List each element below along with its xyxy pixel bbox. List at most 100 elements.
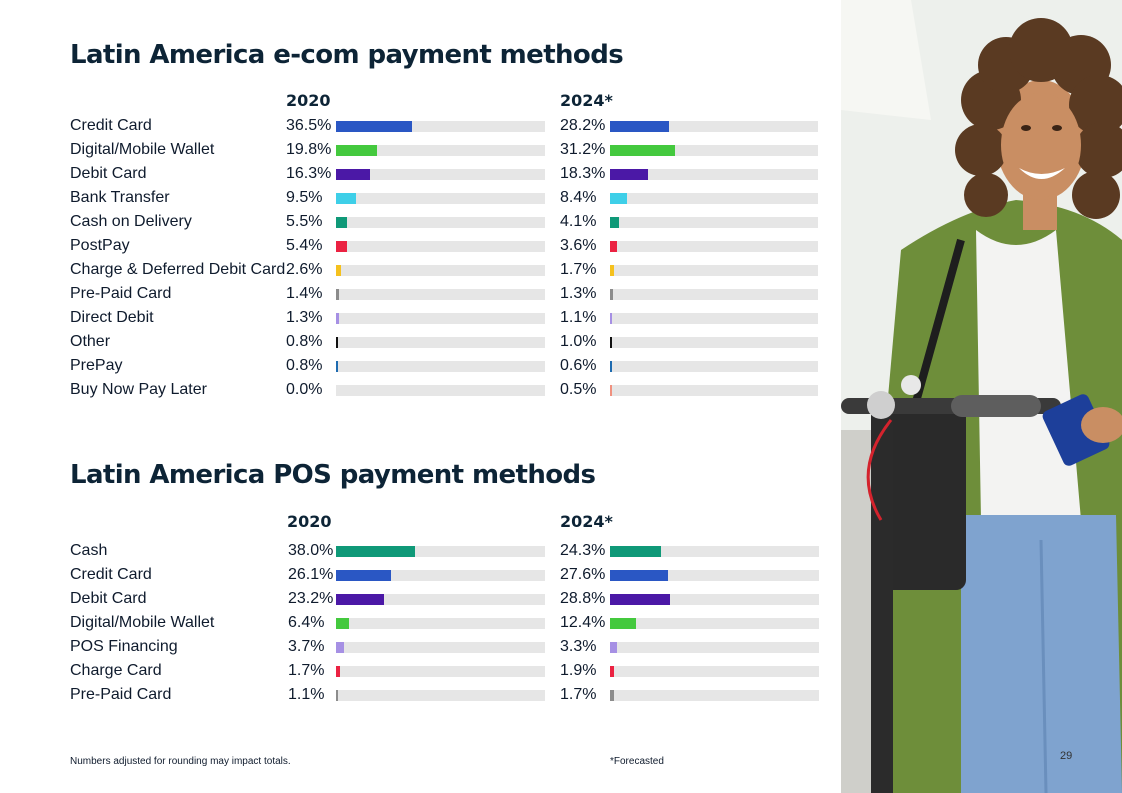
pos-bar-track <box>610 594 819 605</box>
pos-bar-track <box>610 690 819 701</box>
ecom-bar-track <box>336 289 545 300</box>
ecom-col-2020: 2020 <box>286 91 331 110</box>
pos-col-2020: 2020 <box>287 512 332 531</box>
forecast-footnote: *Forecasted <box>610 756 664 767</box>
ecom-bar <box>336 145 378 156</box>
pos-bar <box>610 666 614 677</box>
pos-value-label: 3.7% <box>288 638 325 655</box>
pos-value-label: 1.9% <box>560 662 597 679</box>
ecom-category-label: Direct Debit <box>70 309 154 326</box>
ecom-bar <box>610 169 649 180</box>
ecom-bar <box>336 217 348 228</box>
pos-bar-track <box>610 666 819 677</box>
ecom-bar-track <box>610 193 818 204</box>
pos-bar <box>336 594 385 605</box>
ecom-value-label: 5.5% <box>286 213 323 230</box>
ecom-bar <box>610 193 628 204</box>
ecom-bar-track <box>610 217 818 228</box>
pos-bar <box>336 570 391 581</box>
ecom-bar <box>610 289 613 300</box>
pos-value-label: 27.6% <box>560 566 606 583</box>
ecom-bar-track <box>336 241 545 252</box>
ecom-value-label: 2.6% <box>286 261 323 278</box>
pos-bar-track <box>610 618 819 629</box>
ecom-bar-track <box>610 265 818 276</box>
ecom-value-label: 1.0% <box>560 333 597 350</box>
pos-bar-track <box>336 666 545 677</box>
ecom-category-label: Cash on Delivery <box>70 213 192 230</box>
ecom-bar-track <box>610 385 818 396</box>
pos-category-label: Cash <box>70 542 108 559</box>
ecom-bar <box>610 121 669 132</box>
pos-bar <box>336 546 416 557</box>
ecom-bar <box>610 385 612 396</box>
pos-bar <box>610 594 671 605</box>
ecom-value-label: 1.3% <box>560 285 597 302</box>
pos-value-label: 12.4% <box>560 614 606 631</box>
pos-value-label: 38.0% <box>288 542 334 559</box>
ecom-bar-track <box>336 217 545 228</box>
ecom-bar <box>610 313 613 324</box>
ecom-category-label: Digital/Mobile Wallet <box>70 141 215 158</box>
ecom-col-2024: 2024* <box>560 91 613 110</box>
pos-bar-track <box>336 546 545 557</box>
ecom-value-label: 0.5% <box>560 381 597 398</box>
pos-bar <box>610 642 617 653</box>
pos-category-label: POS Financing <box>70 638 178 655</box>
ecom-bar-track <box>336 337 545 348</box>
pos-category-label: Digital/Mobile Wallet <box>70 614 215 631</box>
pos-bar-track <box>610 570 819 581</box>
pos-bar <box>610 570 668 581</box>
pos-bar-track <box>610 546 819 557</box>
ecom-bar-track <box>336 385 545 396</box>
pos-bar <box>336 642 344 653</box>
ecom-bar-track <box>336 193 545 204</box>
ecom-bar-track <box>610 145 818 156</box>
ecom-bar <box>610 265 614 276</box>
ecom-bar-track <box>610 337 818 348</box>
ecom-bar <box>336 289 339 300</box>
ecom-value-label: 0.0% <box>286 381 323 398</box>
ecom-category-label: Buy Now Pay Later <box>70 381 207 398</box>
pos-value-label: 24.3% <box>560 542 606 559</box>
ecom-category-label: PostPay <box>70 237 130 254</box>
ecom-bar-track <box>336 361 545 372</box>
ecom-category-label: Charge & Deferred Debit Card <box>70 261 286 278</box>
ecom-bar-track <box>336 265 545 276</box>
ecom-category-label: Pre-Paid Card <box>70 285 172 302</box>
ecom-bar <box>336 313 339 324</box>
pos-value-label: 23.2% <box>288 590 334 607</box>
ecom-bar <box>610 145 675 156</box>
ecom-bar <box>336 241 348 252</box>
ecom-value-label: 8.4% <box>560 189 597 206</box>
ecom-bar-track <box>610 241 818 252</box>
ecom-bar <box>336 169 371 180</box>
ecom-chart-title: Latin America e-com payment methods <box>70 40 624 70</box>
ecom-bar <box>336 121 413 132</box>
ecom-bar-track <box>336 169 545 180</box>
pos-category-label: Charge Card <box>70 662 162 679</box>
ecom-value-label: 19.8% <box>286 141 332 158</box>
ecom-value-label: 4.1% <box>560 213 597 230</box>
ecom-bar <box>336 265 342 276</box>
pos-value-label: 1.1% <box>288 686 325 703</box>
pos-bar-track <box>336 570 545 581</box>
ecom-value-label: 28.2% <box>560 117 606 134</box>
ecom-value-label: 5.4% <box>286 237 323 254</box>
pos-bar <box>336 666 340 677</box>
pos-chart-title: Latin America POS payment methods <box>70 460 596 490</box>
ecom-bar-track <box>610 289 818 300</box>
ecom-value-label: 1.4% <box>286 285 323 302</box>
ecom-bar-track <box>336 145 545 156</box>
pos-value-label: 1.7% <box>288 662 325 679</box>
ecom-bar <box>610 361 612 372</box>
pos-col-2024: 2024* <box>560 512 613 531</box>
ecom-category-label: Bank Transfer <box>70 189 170 206</box>
pos-bar-track <box>336 642 545 653</box>
pos-category-label: Credit Card <box>70 566 152 583</box>
ecom-value-label: 9.5% <box>286 189 323 206</box>
ecom-value-label: 0.8% <box>286 357 323 374</box>
ecom-bar-track <box>336 313 545 324</box>
ecom-bar-track <box>610 313 818 324</box>
pos-category-label: Pre-Paid Card <box>70 686 172 703</box>
